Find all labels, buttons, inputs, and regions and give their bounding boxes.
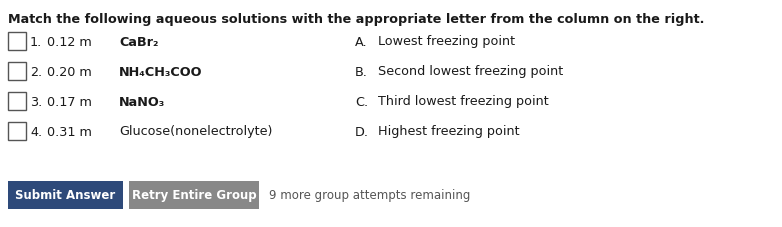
Text: Highest freezing point: Highest freezing point <box>378 125 519 138</box>
Bar <box>8 33 26 51</box>
Text: Submit Answer: Submit Answer <box>16 189 116 202</box>
Text: C.: C. <box>355 95 368 108</box>
Text: NH₄CH₃COO: NH₄CH₃COO <box>119 65 203 78</box>
Bar <box>8 63 26 81</box>
Text: 0.31 m: 0.31 m <box>47 125 96 138</box>
Text: 9 more group attempts remaining: 9 more group attempts remaining <box>269 189 471 202</box>
Text: 0.20 m: 0.20 m <box>47 65 95 78</box>
Text: B.: B. <box>355 65 368 78</box>
Text: Lowest freezing point: Lowest freezing point <box>378 35 515 48</box>
Text: Match the following aqueous solutions with the appropriate letter from the colum: Match the following aqueous solutions wi… <box>8 13 705 26</box>
Text: 4.: 4. <box>30 125 42 138</box>
Bar <box>8 122 26 140</box>
Text: Third lowest freezing point: Third lowest freezing point <box>378 95 549 108</box>
Text: 1.: 1. <box>30 35 42 48</box>
Text: CaBr₂: CaBr₂ <box>119 35 159 48</box>
Text: Glucose(nonelectrolyte): Glucose(nonelectrolyte) <box>119 125 272 138</box>
Text: 0.12 m: 0.12 m <box>47 35 95 48</box>
Text: A.: A. <box>355 35 368 48</box>
Bar <box>8 93 26 111</box>
Text: 3.: 3. <box>30 95 42 108</box>
Text: 2.: 2. <box>30 65 42 78</box>
Text: NaNO₃: NaNO₃ <box>119 95 165 108</box>
Bar <box>129 181 259 209</box>
Bar <box>8 181 123 209</box>
Text: D.: D. <box>355 125 369 138</box>
Text: Second lowest freezing point: Second lowest freezing point <box>378 65 563 78</box>
Text: 0.17 m: 0.17 m <box>47 95 96 108</box>
Text: Retry Entire Group: Retry Entire Group <box>131 189 256 202</box>
